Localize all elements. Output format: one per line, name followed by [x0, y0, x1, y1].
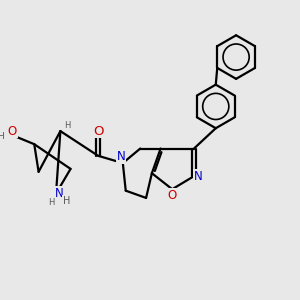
Text: O: O [8, 124, 17, 138]
Text: N: N [55, 187, 63, 200]
Text: H: H [49, 198, 55, 207]
Text: H: H [0, 132, 4, 141]
Text: H: H [64, 122, 71, 130]
Text: N: N [194, 169, 203, 183]
Text: O: O [168, 188, 177, 202]
Text: N: N [117, 150, 126, 163]
Text: O: O [93, 124, 104, 138]
Text: H: H [62, 196, 70, 206]
